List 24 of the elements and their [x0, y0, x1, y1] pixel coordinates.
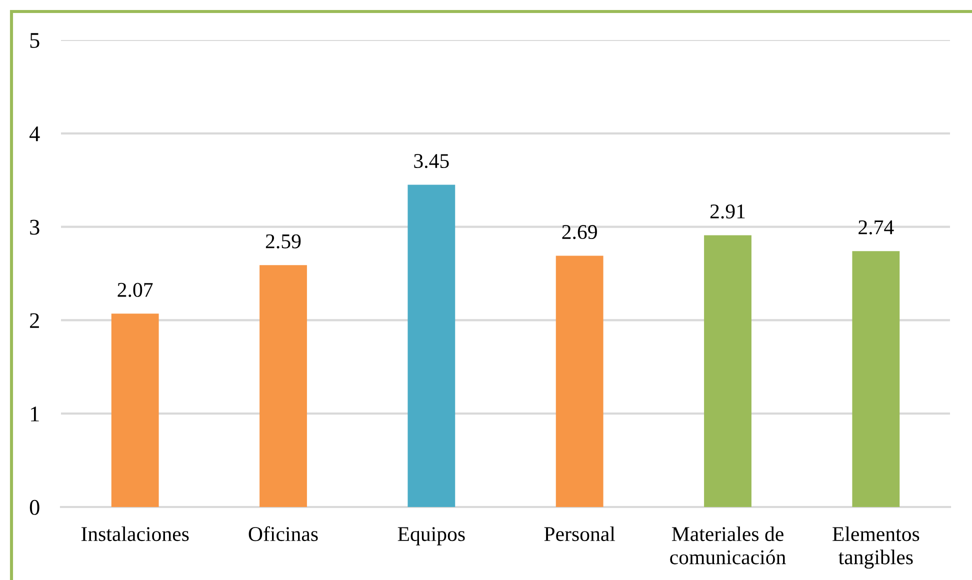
x-tick-label: Personal [544, 526, 616, 542]
x-tick-label: Materiales de comunicación [670, 526, 786, 564]
data-label: 2.59 [266, 234, 301, 248]
y-tick-label: 4 [29, 126, 40, 142]
x-tick-label: Equipos [398, 527, 465, 546]
x-tick-label: Instalaciones [81, 526, 189, 542]
data-label: 2.07 [118, 282, 153, 298]
bar [260, 265, 307, 507]
data-label: 2.69 [562, 225, 597, 240]
y-tick-label: 1 [31, 406, 39, 422]
y-tick-label: 0 [30, 500, 40, 515]
y-tick-label: 5 [30, 33, 40, 48]
data-label: 2.91 [710, 204, 745, 219]
bar [408, 184, 456, 507]
data-label: 3.45 [414, 154, 449, 168]
bar [111, 314, 159, 507]
bar [556, 256, 604, 507]
y-tick-label: 3 [30, 220, 40, 235]
y-tick-label: 2 [30, 313, 39, 328]
data-label: 2.74 [858, 220, 894, 234]
x-tick-label: Elementos tangibles [832, 526, 920, 569]
bar [704, 235, 752, 507]
bar [852, 251, 900, 507]
x-tick-label: Oficinas [248, 526, 318, 542]
